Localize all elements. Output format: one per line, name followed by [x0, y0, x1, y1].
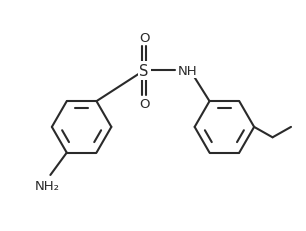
- Text: O: O: [139, 98, 149, 111]
- Text: S: S: [140, 64, 149, 79]
- Text: NH₂: NH₂: [35, 180, 60, 193]
- Text: NH: NH: [178, 65, 197, 78]
- Text: O: O: [139, 31, 149, 44]
